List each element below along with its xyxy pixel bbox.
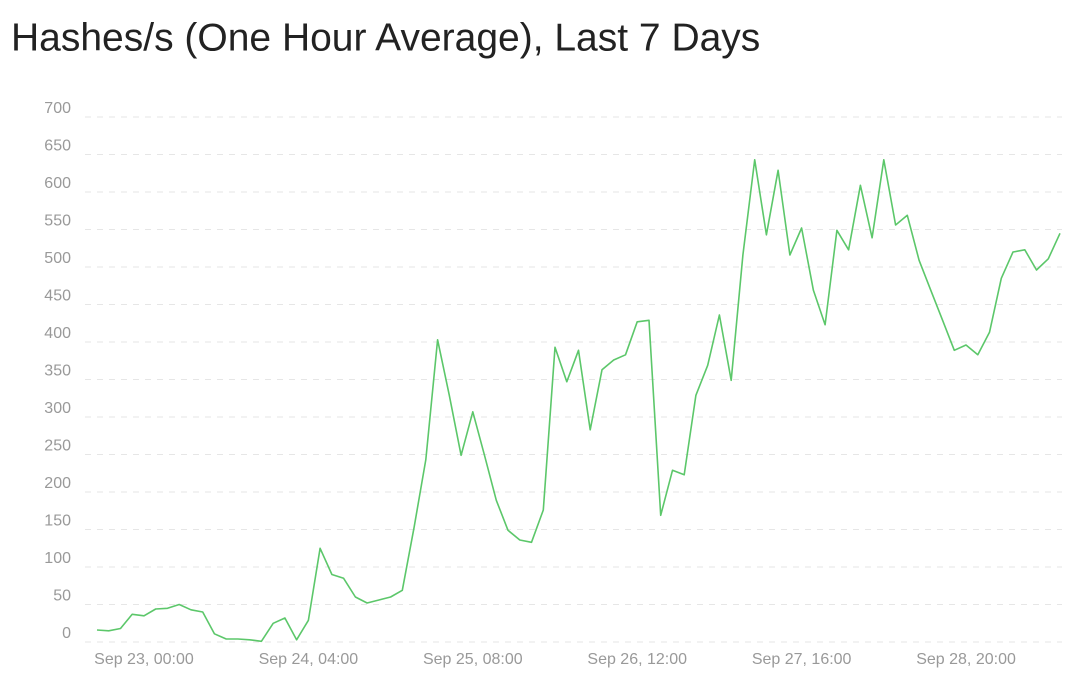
x-tick-label: Sep 28, 20:00 [916,651,1016,668]
y-tick-label: 100 [44,550,71,567]
x-tick-label: Sep 27, 16:00 [752,651,852,668]
x-tick-label: Sep 25, 08:00 [423,651,523,668]
y-tick-label: 500 [44,250,71,267]
y-tick-label: 600 [44,175,71,192]
x-tick-label: Sep 23, 00:00 [94,651,194,668]
y-tick-label: 250 [44,438,71,455]
data-line [96,159,1061,643]
y-tick-label: 450 [44,288,71,305]
y-tick-label: 0 [62,625,71,642]
y-tick-label: 550 [44,213,71,230]
y-tick-label: 400 [44,325,71,342]
y-tick-label: 150 [44,513,71,530]
chart-title: Hashes/s (One Hour Average), Last 7 Days [11,16,760,59]
y-tick-label: 350 [44,363,71,380]
x-tick-label: Sep 26, 12:00 [587,651,687,668]
x-tick-label: Sep 24, 04:00 [259,651,359,668]
y-tick-label: 200 [44,475,71,492]
y-tick-label: 300 [44,400,71,417]
y-tick-label: 700 [44,100,71,117]
y-tick-label: 50 [53,588,71,605]
y-tick-label: 650 [44,138,71,155]
